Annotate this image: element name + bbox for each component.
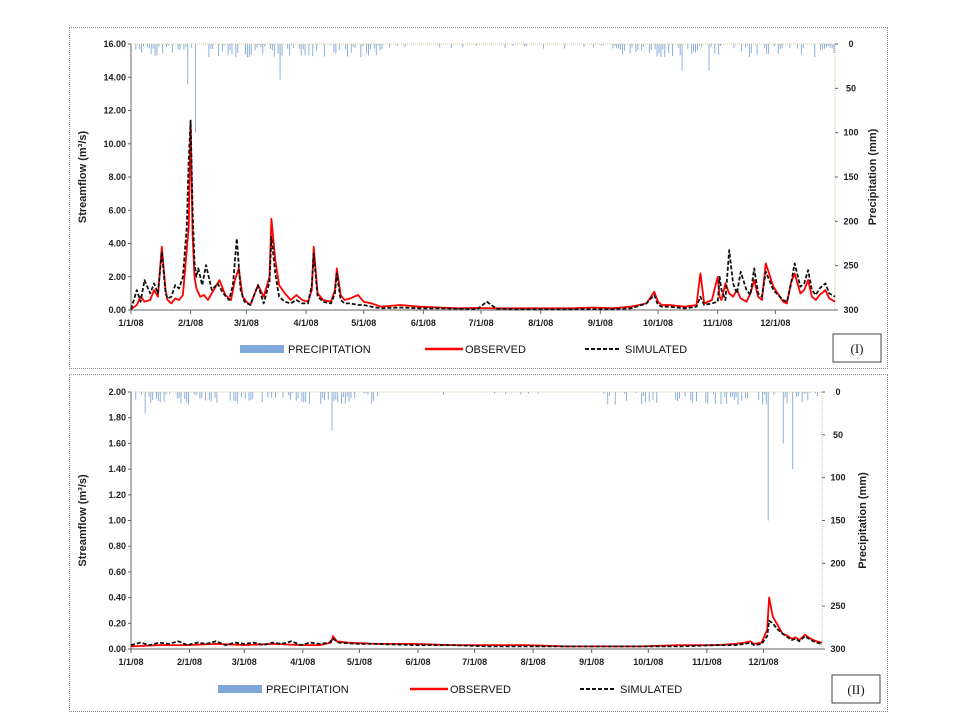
x-tick-label: 6/1/08 [405, 657, 430, 667]
legend: PRECIPITATION OBSERVED SIMULATED [240, 344, 687, 356]
x-tick-label: 10/1/08 [643, 318, 673, 328]
legend-label-observed: OBSERVED [465, 344, 526, 356]
x-tick-label: 6/1/08 [411, 318, 436, 328]
y-axis-label: Streamflow (m³/s) [77, 474, 89, 567]
legend: PRECIPITATION OBSERVED SIMULATED [218, 684, 682, 696]
y2-tick-label: 50 [833, 430, 843, 440]
y-tick-label: 16.00 [103, 39, 126, 49]
x-tick-label: 1/1/08 [118, 657, 143, 667]
y2-tick-label: 0 [848, 39, 853, 49]
x-tick-label: 12/1/08 [760, 318, 790, 328]
panel-label-box [831, 674, 881, 704]
y2-tick-label: 250 [830, 601, 845, 611]
x-tick-label: 3/1/08 [234, 318, 259, 328]
x-tick-label: 3/1/08 [232, 657, 257, 667]
legend-label-observed: OBSERVED [450, 684, 511, 696]
y-tick-label: 0.00 [108, 644, 126, 654]
chart-panel-1: 0.00 2.00 4.00 6.00 8.00 10.00 12.00 14.00 16.00… [69, 27, 888, 369]
panel-label-box [832, 333, 882, 363]
observed-line [130, 596, 823, 648]
x-tick-label: 4/1/08 [294, 318, 319, 328]
legend-label-precipitation: PRECIPITATION [266, 684, 349, 696]
x-tick-label: 5/1/08 [347, 657, 372, 667]
x-tick-label: 8/1/08 [528, 318, 553, 328]
legend-swatch-precipitation [218, 685, 262, 693]
x-tick-label: 9/1/08 [579, 657, 604, 667]
y-tick-label: 6.00 [108, 205, 126, 215]
y-tick-label: 8.00 [108, 172, 126, 182]
precipitation-bars [135, 44, 835, 133]
x-tick-label: 9/1/08 [588, 318, 613, 328]
y-tick-label: 12.00 [103, 106, 126, 116]
y2-axis-label: Precipitation (mm) [867, 128, 879, 225]
streamflow-chart-2: 0.00 0.20 0.40 0.60 0.80 1.00 1.20 1.40 1.60 1.80… [77, 387, 881, 704]
chart-panel-2: 0.00 0.20 0.40 0.60 0.80 1.00 1.20 1.40 1.60 1.80… [69, 374, 888, 712]
y2-tick-label: 0 [835, 387, 840, 397]
y2-tick-label: 250 [843, 261, 858, 271]
x-tick-label: 12/1/08 [748, 657, 778, 667]
y-tick-label: 0.80 [108, 541, 126, 551]
x-tick-label: 7/1/08 [469, 318, 494, 328]
legend-swatch-precipitation [240, 345, 284, 353]
y-tick-label: 1.40 [108, 464, 126, 474]
y-tick-label: 4.00 [108, 239, 126, 249]
y-tick-label: 1.00 [108, 516, 126, 526]
panel-label: (II) [847, 682, 864, 697]
precipitation-bars [135, 392, 818, 521]
y-tick-label: 0.40 [108, 593, 126, 603]
legend-label-precipitation: PRECIPITATION [288, 344, 371, 356]
y-tick-label: 0.60 [108, 567, 126, 577]
y2-tick-label: 150 [830, 516, 845, 526]
y-tick-label: 14.00 [103, 72, 126, 82]
x-tick-label: 10/1/08 [633, 657, 663, 667]
y-tick-label: 1.60 [108, 438, 126, 448]
y-tick-label: 10.00 [103, 139, 126, 149]
y2-tick-label: 150 [843, 172, 858, 182]
y-tick-label: 1.80 [108, 413, 126, 423]
x-tick-label: 5/1/08 [351, 318, 376, 328]
x-tick-label: 7/1/08 [462, 657, 487, 667]
y2-tick-label: 300 [830, 644, 845, 654]
x-tick-label: 2/1/08 [177, 657, 202, 667]
y-axis-label: Streamflow (m³/s) [77, 131, 89, 224]
x-tick-label: 11/1/08 [692, 657, 722, 667]
y-tick-label: 0.00 [108, 305, 126, 315]
y-tick-label: 2.00 [108, 387, 126, 397]
y2-tick-label: 50 [846, 83, 856, 93]
y2-axis-label: Precipitation (mm) [857, 472, 869, 569]
y2-tick-label: 200 [843, 216, 858, 226]
x-tick-label: 8/1/08 [521, 657, 546, 667]
observed-line [130, 121, 836, 310]
panel-label: (I) [851, 341, 864, 356]
simulated-line [130, 619, 823, 648]
x-tick-label: 4/1/08 [290, 657, 315, 667]
x-tick-label: 2/1/08 [178, 318, 203, 328]
legend-label-simulated: SIMULATED [625, 344, 687, 356]
y2-tick-label: 100 [830, 473, 845, 483]
legend-label-simulated: SIMULATED [620, 684, 682, 696]
y-tick-label: 1.20 [108, 490, 126, 500]
x-tick-label: 1/1/08 [118, 318, 143, 328]
simulated-line [130, 119, 836, 311]
y2-tick-label: 200 [830, 558, 845, 568]
streamflow-chart-1: 0.00 2.00 4.00 6.00 8.00 10.00 12.00 14.00 16.00… [77, 39, 882, 363]
y-tick-label: 0.20 [108, 618, 126, 628]
y-tick-label: 2.00 [108, 272, 126, 282]
x-tick-label: 11/1/08 [703, 318, 733, 328]
y2-tick-label: 300 [843, 305, 858, 315]
y2-tick-label: 100 [843, 128, 858, 138]
